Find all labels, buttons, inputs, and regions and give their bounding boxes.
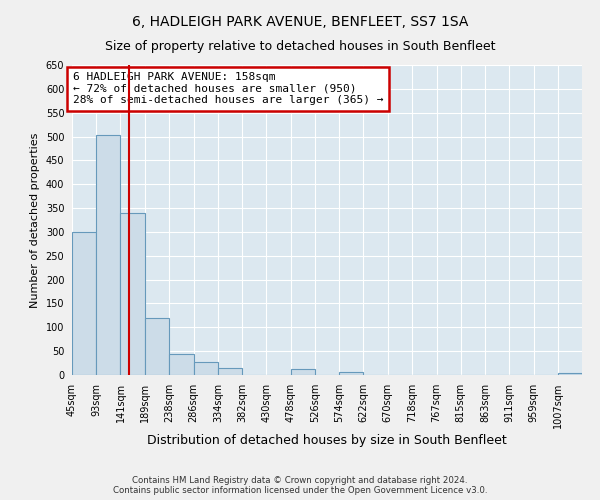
Text: 6 HADLEIGH PARK AVENUE: 158sqm
← 72% of detached houses are smaller (950)
28% of: 6 HADLEIGH PARK AVENUE: 158sqm ← 72% of … <box>73 72 383 106</box>
Bar <box>145 318 169 375</box>
Bar <box>96 135 121 375</box>
Bar <box>218 368 242 375</box>
Bar <box>72 232 96 375</box>
X-axis label: Distribution of detached houses by size in South Benfleet: Distribution of detached houses by size … <box>147 434 507 446</box>
Bar <box>169 354 194 375</box>
Bar <box>339 372 364 375</box>
Bar <box>558 372 582 375</box>
Y-axis label: Number of detached properties: Number of detached properties <box>30 132 40 308</box>
Bar <box>290 369 315 375</box>
Text: 6, HADLEIGH PARK AVENUE, BENFLEET, SS7 1SA: 6, HADLEIGH PARK AVENUE, BENFLEET, SS7 1… <box>132 15 468 29</box>
Bar <box>121 213 145 375</box>
Text: Size of property relative to detached houses in South Benfleet: Size of property relative to detached ho… <box>105 40 495 53</box>
Bar <box>194 362 218 375</box>
Text: Contains HM Land Registry data © Crown copyright and database right 2024.
Contai: Contains HM Land Registry data © Crown c… <box>113 476 487 495</box>
